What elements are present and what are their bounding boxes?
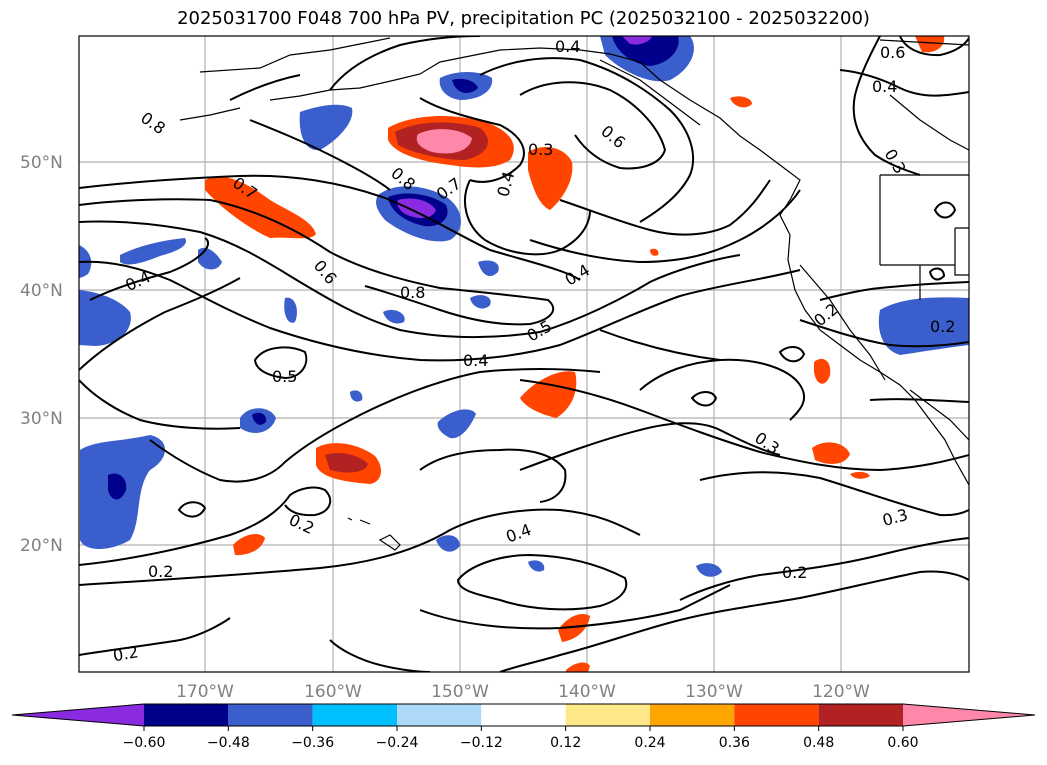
colorbar-extend-high xyxy=(903,704,1035,726)
lon-label: 140°W xyxy=(558,682,616,702)
colorbar-tick-label: −0.48 xyxy=(207,735,250,751)
precip-blob xyxy=(436,535,460,552)
colorbar-tick-label: −0.36 xyxy=(291,735,334,751)
colorbar-segment xyxy=(818,704,903,726)
map-frame xyxy=(78,35,970,673)
lon-label: 160°W xyxy=(304,682,362,702)
precip-blob xyxy=(383,309,405,324)
colorbar-segment xyxy=(397,704,482,726)
precip-blob xyxy=(528,147,573,210)
precip-blob xyxy=(198,247,222,270)
contour-label: 0.5 xyxy=(272,367,297,386)
colorbar-tick-label: 0.12 xyxy=(550,735,581,751)
precip-blob xyxy=(416,129,472,154)
precip-blob xyxy=(812,442,850,464)
precip-blob xyxy=(397,198,436,219)
colorbar-tick-label: 0.36 xyxy=(719,735,750,751)
precip-blob xyxy=(79,290,131,346)
precip-blob xyxy=(252,412,267,425)
precip-blob xyxy=(558,613,590,642)
map-title: 2025031700 F048 700 hPa PV, precipitatio… xyxy=(177,8,870,29)
precip-blob xyxy=(850,471,870,479)
lon-label: 120°W xyxy=(812,682,870,702)
contour-label: 0.4 xyxy=(872,77,897,96)
lat-label: 30°N xyxy=(20,409,63,429)
coastlines xyxy=(179,37,969,551)
precip-blob xyxy=(520,371,577,418)
precip-blob xyxy=(478,260,499,277)
contour-label: 0.2 xyxy=(112,642,140,665)
colorbar-tick-label: −0.24 xyxy=(376,735,419,751)
contour-label: 0.4 xyxy=(463,351,488,370)
pv-contours xyxy=(79,36,969,672)
precip-blob xyxy=(205,176,316,239)
colorbar-segment xyxy=(144,704,229,726)
precip-blob xyxy=(120,238,186,265)
precip-blob xyxy=(622,36,652,45)
precip-blob xyxy=(696,563,722,577)
lat-label: 20°N xyxy=(20,536,63,556)
lon-label: 150°W xyxy=(431,682,489,702)
lat-labels: 50°N 40°N 30°N 20°N xyxy=(20,153,63,556)
colorbar-segment xyxy=(481,704,566,726)
colorbar-extend-low xyxy=(12,704,144,726)
colorbar-segment xyxy=(312,704,397,726)
contour-label: 0.8 xyxy=(400,283,425,302)
precip-blob xyxy=(528,560,545,572)
precip-blob xyxy=(108,473,127,500)
lon-labels: 170°W 160°W 150°W 140°W 130°W 120°W xyxy=(176,682,870,702)
lon-label: 170°W xyxy=(176,682,234,702)
contour-label: 0.2 xyxy=(930,317,955,336)
precip-blob xyxy=(612,36,679,66)
precip-blob xyxy=(452,78,478,93)
colorbar-segment xyxy=(650,704,735,726)
contour-label: 0.2 xyxy=(148,562,173,581)
precip-blob xyxy=(915,36,945,53)
precip-blob xyxy=(566,662,590,672)
precip-positive-areas xyxy=(205,36,945,672)
precip-blob xyxy=(730,96,752,108)
precip-blob xyxy=(814,358,831,384)
precip-blob xyxy=(470,295,491,309)
colorbar-tick-label: −0.12 xyxy=(460,735,503,751)
precip-blob xyxy=(350,390,363,402)
precip-negative-areas xyxy=(79,36,969,577)
precip-blob xyxy=(437,409,476,439)
precip-blob xyxy=(299,104,353,151)
lat-label: 40°N xyxy=(20,281,63,301)
colorbar-tick-label: 0.48 xyxy=(803,735,834,751)
lon-label: 130°W xyxy=(685,682,743,702)
colorbar-segment xyxy=(565,704,650,726)
colorbar-tick-label: 0.24 xyxy=(634,735,665,751)
contour-label: 0.4 xyxy=(555,37,580,56)
colorbar: −0.60 −0.48 −0.36 −0.24 −0.12 0.12 0.24 0.36 0.4… xyxy=(11,703,1036,751)
precip-blob xyxy=(325,453,368,473)
precip-blob xyxy=(233,534,265,556)
map-panel: 0.4 0.6 0.4 0.3 0.8 0.7 0.8 0.7 0.4 0.3 … xyxy=(79,36,969,672)
contour-label: 0.2 xyxy=(782,563,807,582)
contour-label: 0.3 xyxy=(528,140,553,159)
colorbar-tick-label: 0.60 xyxy=(887,735,918,751)
precip-blob xyxy=(878,297,969,355)
lat-label: 50°N xyxy=(20,153,63,173)
precip-blob xyxy=(650,248,659,256)
precip-blob xyxy=(284,297,297,323)
colorbar-segment xyxy=(228,704,313,726)
colorbar-tick-label: −0.60 xyxy=(123,735,166,751)
colorbar-segment xyxy=(734,704,819,726)
contour-label: 0.6 xyxy=(880,43,905,62)
